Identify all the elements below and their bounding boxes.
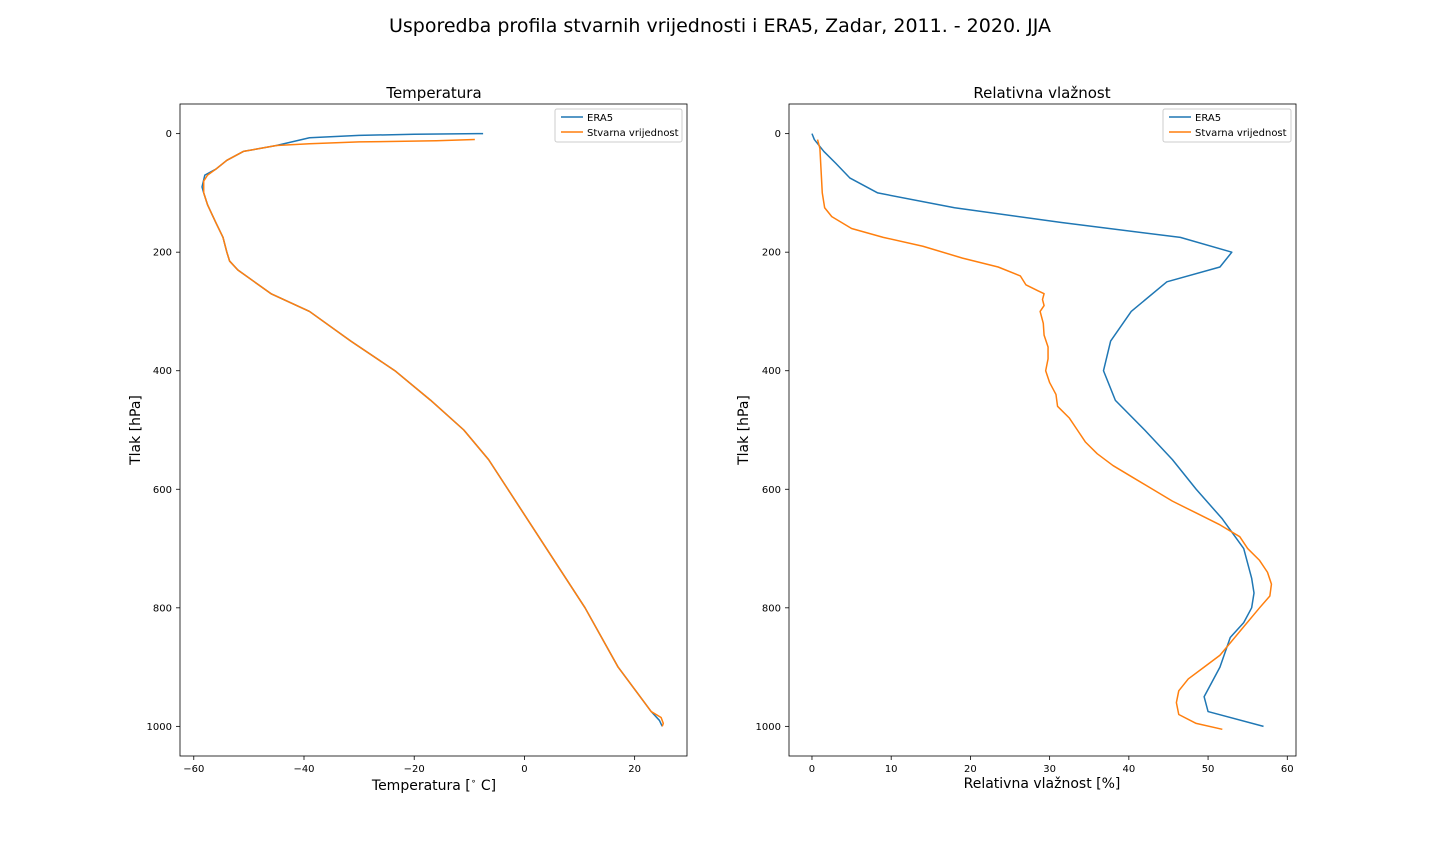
humidity-legend: ERA5 Stvarna vrijednost [1162,108,1292,143]
temperature-y-tick-label: 600 [153,485,172,496]
humidity-x-tick-label: 10 [885,764,898,775]
humidity-y-axis-label: Tlak [hPa] [736,395,752,466]
humidity-x-tick-label: 40 [1122,764,1135,775]
legend-frame [1162,108,1292,143]
humidity-x-tick-label: 50 [1202,764,1215,775]
temperature-legend: ERA5 Stvarna vrijednost [554,108,683,143]
temperature-series-observed-line [202,138,665,727]
humidity-axes-title: Relativna vlažnost [973,84,1110,102]
legend-observed-label: Stvarna vrijednost [587,128,679,139]
temperature-y-tick-label: 200 [153,248,172,259]
humidity-y-tick-label: 1000 [756,722,781,733]
humidity-x-tick-label: 60 [1281,764,1294,775]
humidity-x-tick-label: 0 [809,764,815,775]
temperature-x-tick-label: −20 [404,764,425,775]
temperature-x-tick-label: 0 [521,764,527,775]
temperature-y-tick-label: 1000 [147,722,172,733]
temperature-axes: Temperatura −60 −40 −20 0 200200400600800100… [128,84,688,794]
temperature-axes-title: Temperatura [385,84,481,102]
humidity-y-tick-label: 200 [762,248,781,259]
temperature-x-axis-label: Temperatura [∘ C] [371,777,496,794]
humidity-plot-frame [788,103,1297,757]
humidity-x-tick-label: 20 [964,764,977,775]
humidity-series-observed-line [816,139,1273,731]
temperature-y-tick-label: 0 [166,129,172,140]
legend-frame [554,108,683,143]
temperature-x-tick-label: −60 [183,764,204,775]
temperature-y-axis-label: Tlak [hPa] [128,395,144,466]
humidity-y-tick-label: 0 [775,129,781,140]
temperature-x-tick-label: 20 [628,764,641,775]
temperature-series-era5-line [201,132,663,727]
temperature-y-tick-label: 800 [153,603,172,614]
humidity-x-axis-label: Relativna vlažnost [%] [964,776,1121,792]
figure-title: Usporedba profila stvarnih vrijednosti i… [389,15,1051,37]
humidity-axes: Relativna vlažnost 0 10 20 30 40 50 6002004006… [736,84,1297,792]
humidity-series-era5-line [811,133,1264,728]
humidity-y-tick-label: 600 [762,485,781,496]
temperature-y-tick-label: 400 [153,366,172,377]
humidity-y-tick-label: 400 [762,366,781,377]
legend-era5-label: ERA5 [587,113,613,124]
humidity-y-tick-label: 800 [762,603,781,614]
temperature-plot-frame [179,103,688,757]
legend-era5-label: ERA5 [1195,113,1221,124]
legend-observed-label: Stvarna vrijednost [1195,128,1287,139]
humidity-x-tick-label: 30 [1043,764,1056,775]
temperature-x-tick-label: −40 [293,764,314,775]
